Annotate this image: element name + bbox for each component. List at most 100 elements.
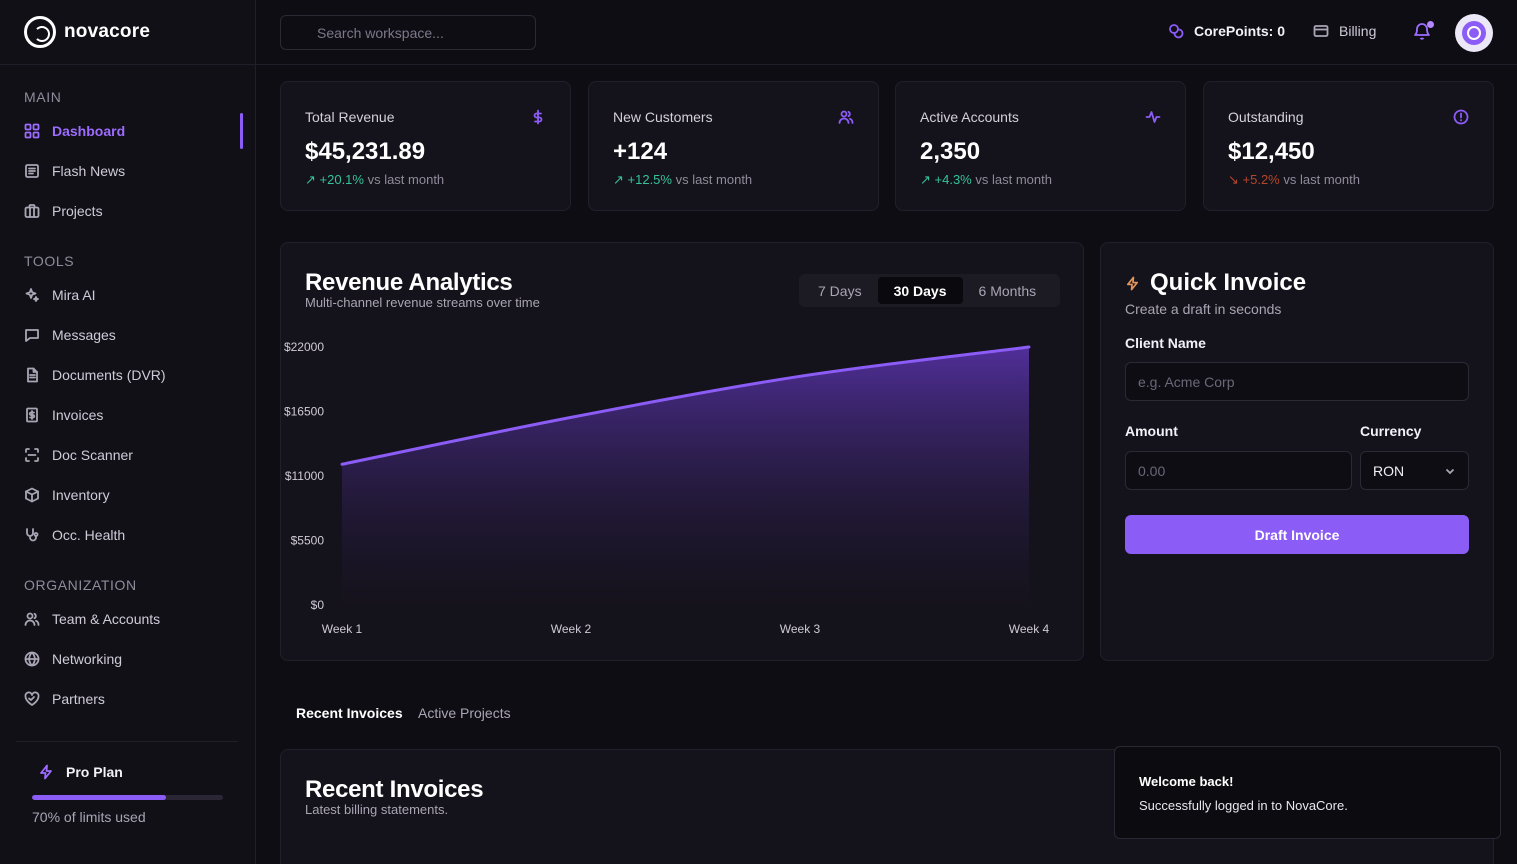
sidebar-item-flash-news[interactable]: Flash News [24, 154, 242, 188]
stat-change-value: +12.5% [627, 172, 672, 187]
avatar[interactable] [1455, 14, 1493, 52]
stat-label: Active Accounts [920, 109, 1019, 125]
y-tick-label: $0 [311, 598, 325, 612]
y-tick-label: $16500 [284, 405, 324, 419]
toast-notification[interactable]: Welcome back! Successfully logged in to … [1114, 746, 1501, 839]
stat-change: ↗ +4.3% vs last month [920, 172, 1052, 188]
sidebar-item-label: Team & Accounts [52, 611, 161, 627]
billing-link[interactable]: Billing [1313, 23, 1376, 39]
sidebar-item-partners[interactable]: Partners [24, 682, 242, 716]
sidebar-item-projects[interactable]: Projects [24, 194, 242, 228]
currency-value: RON [1373, 462, 1405, 479]
recent-invoices-title: Recent Invoices [305, 776, 484, 803]
plan-usage-fill [32, 795, 166, 800]
stat-card-outstanding: Outstanding $12,450 ↘ +5.2% vs last mont… [1203, 81, 1494, 211]
sidebar-item-documents[interactable]: Documents (DVR) [24, 358, 242, 392]
stat-change-suffix: vs last month [671, 172, 753, 187]
credit-card-icon [1313, 25, 1329, 37]
x-tick-label: Week 2 [551, 622, 592, 636]
recent-invoices-subtitle: Latest billing statements. [305, 802, 449, 817]
y-tick-label: $5500 [291, 534, 325, 548]
notifications-button[interactable] [1412, 21, 1434, 43]
stat-change-value: +4.3% [934, 172, 972, 187]
quick-invoice-title: Quick Invoice [1125, 269, 1306, 297]
range-7-days[interactable]: 7 Days [818, 282, 862, 299]
sidebar-item-label: Doc Scanner [52, 447, 133, 463]
sidebar-item-inventory[interactable]: Inventory [24, 478, 242, 512]
x-tick-label: Week 4 [1009, 622, 1050, 636]
sidebar-item-label: Inventory [52, 487, 110, 503]
plan-usage-bar [32, 795, 223, 800]
toast-message: Successfully logged in to NovaCore. [1139, 798, 1348, 813]
range-6-months[interactable]: 6 Months [978, 282, 1037, 299]
trend-up-icon: ↗ [613, 172, 628, 187]
sidebar-item-team-accounts[interactable]: Team & Accounts [24, 602, 242, 636]
sidebar-item-messages[interactable]: Messages [24, 318, 242, 352]
sidebar-item-label: Partners [52, 691, 105, 707]
tab-active-projects[interactable]: Active Projects [418, 705, 511, 721]
sidebar-item-invoices[interactable]: Invoices [24, 398, 242, 432]
stat-change: ↘ +5.2% vs last month [1228, 172, 1360, 188]
sidebar-item-label: Dashboard [52, 123, 126, 139]
client-name-label: Client Name [1125, 335, 1206, 351]
sidebar-item-mira-ai[interactable]: Mira AI [24, 278, 242, 312]
quick-invoice-subtitle: Create a draft in seconds [1125, 301, 1282, 317]
sidebar-item-networking[interactable]: Networking [24, 642, 242, 676]
grid-icon [24, 123, 40, 139]
amount-input[interactable] [1125, 451, 1352, 490]
lightning-icon [40, 764, 52, 780]
brand-logo[interactable]: novacore [24, 16, 150, 48]
stat-value: $45,231.89 [305, 138, 426, 165]
chart-area-fill [342, 347, 1029, 605]
search-input[interactable] [280, 15, 536, 50]
stat-card-active-accounts: Active Accounts 2,350 ↗ +4.3% vs last mo… [895, 81, 1186, 211]
quick-invoice-panel: Quick Invoice Create a draft in seconds … [1100, 242, 1494, 661]
sidebar-item-label: Documents (DVR) [52, 367, 166, 383]
sidebar-item-dashboard[interactable]: Dashboard [24, 114, 242, 148]
sidebar-item-label: Occ. Health [52, 527, 126, 543]
range-selector: 7 Days 30 Days 6 Months [799, 274, 1060, 307]
y-tick-label: $22000 [284, 340, 324, 354]
y-tick-label: $11000 [285, 469, 324, 483]
handshake-icon [24, 691, 40, 707]
activity-icon [1145, 109, 1161, 125]
sidebar-item-label: Projects [52, 203, 103, 219]
stat-card-new-customers: New Customers +124 ↗ +12.5% vs last mont… [588, 81, 879, 211]
chart-series-line [340, 345, 1031, 466]
revenue-analytics-panel: Revenue Analytics Multi-channel revenue … [280, 242, 1084, 661]
sidebar-item-occ-health[interactable]: Occ. Health [24, 518, 242, 552]
box-icon [24, 487, 40, 503]
lightning-icon [1126, 276, 1139, 290]
stat-value: $12,450 [1228, 138, 1315, 165]
x-tick-label: Week 3 [780, 622, 821, 636]
sidebar: novacore MAIN Dashboard Flash News Proje… [0, 0, 256, 864]
avatar-icon [1462, 21, 1486, 45]
draft-invoice-button[interactable]: Draft Invoice [1125, 515, 1469, 554]
newspaper-icon [24, 163, 40, 179]
document-icon [24, 367, 40, 383]
analytics-title: Revenue Analytics [305, 269, 513, 296]
sidebar-item-doc-scanner[interactable]: Doc Scanner [24, 438, 242, 472]
currency-select[interactable]: RON [1360, 451, 1469, 490]
trend-down-icon: ↘ [1228, 172, 1243, 187]
stat-label: Outstanding [1228, 109, 1304, 125]
client-name-input[interactable] [1125, 362, 1469, 401]
section-label-main: MAIN [24, 89, 62, 105]
stat-change-value: +20.1% [319, 172, 364, 187]
receipt-icon [24, 407, 40, 423]
stat-change-suffix: vs last month [1279, 172, 1360, 187]
stat-value: 2,350 [920, 138, 981, 165]
bell-icon [1414, 23, 1430, 40]
plan-card[interactable]: Pro Plan 70% of limits used [16, 741, 238, 851]
corepoints-indicator[interactable]: CorePoints: 0 [1168, 23, 1285, 39]
message-icon [24, 327, 40, 343]
stat-label: Total Revenue [305, 109, 395, 125]
sidebar-item-label: Messages [52, 327, 116, 343]
sidebar-item-label: Flash News [52, 163, 126, 179]
sidebar-item-label: Mira AI [52, 287, 96, 303]
stat-label: New Customers [613, 109, 713, 125]
range-30-days[interactable]: 30 Days [877, 277, 963, 304]
plan-usage-text: 70% of limits used [32, 809, 146, 825]
stat-change-suffix: vs last month [363, 172, 445, 187]
tab-recent-invoices[interactable]: Recent Invoices [296, 705, 403, 721]
